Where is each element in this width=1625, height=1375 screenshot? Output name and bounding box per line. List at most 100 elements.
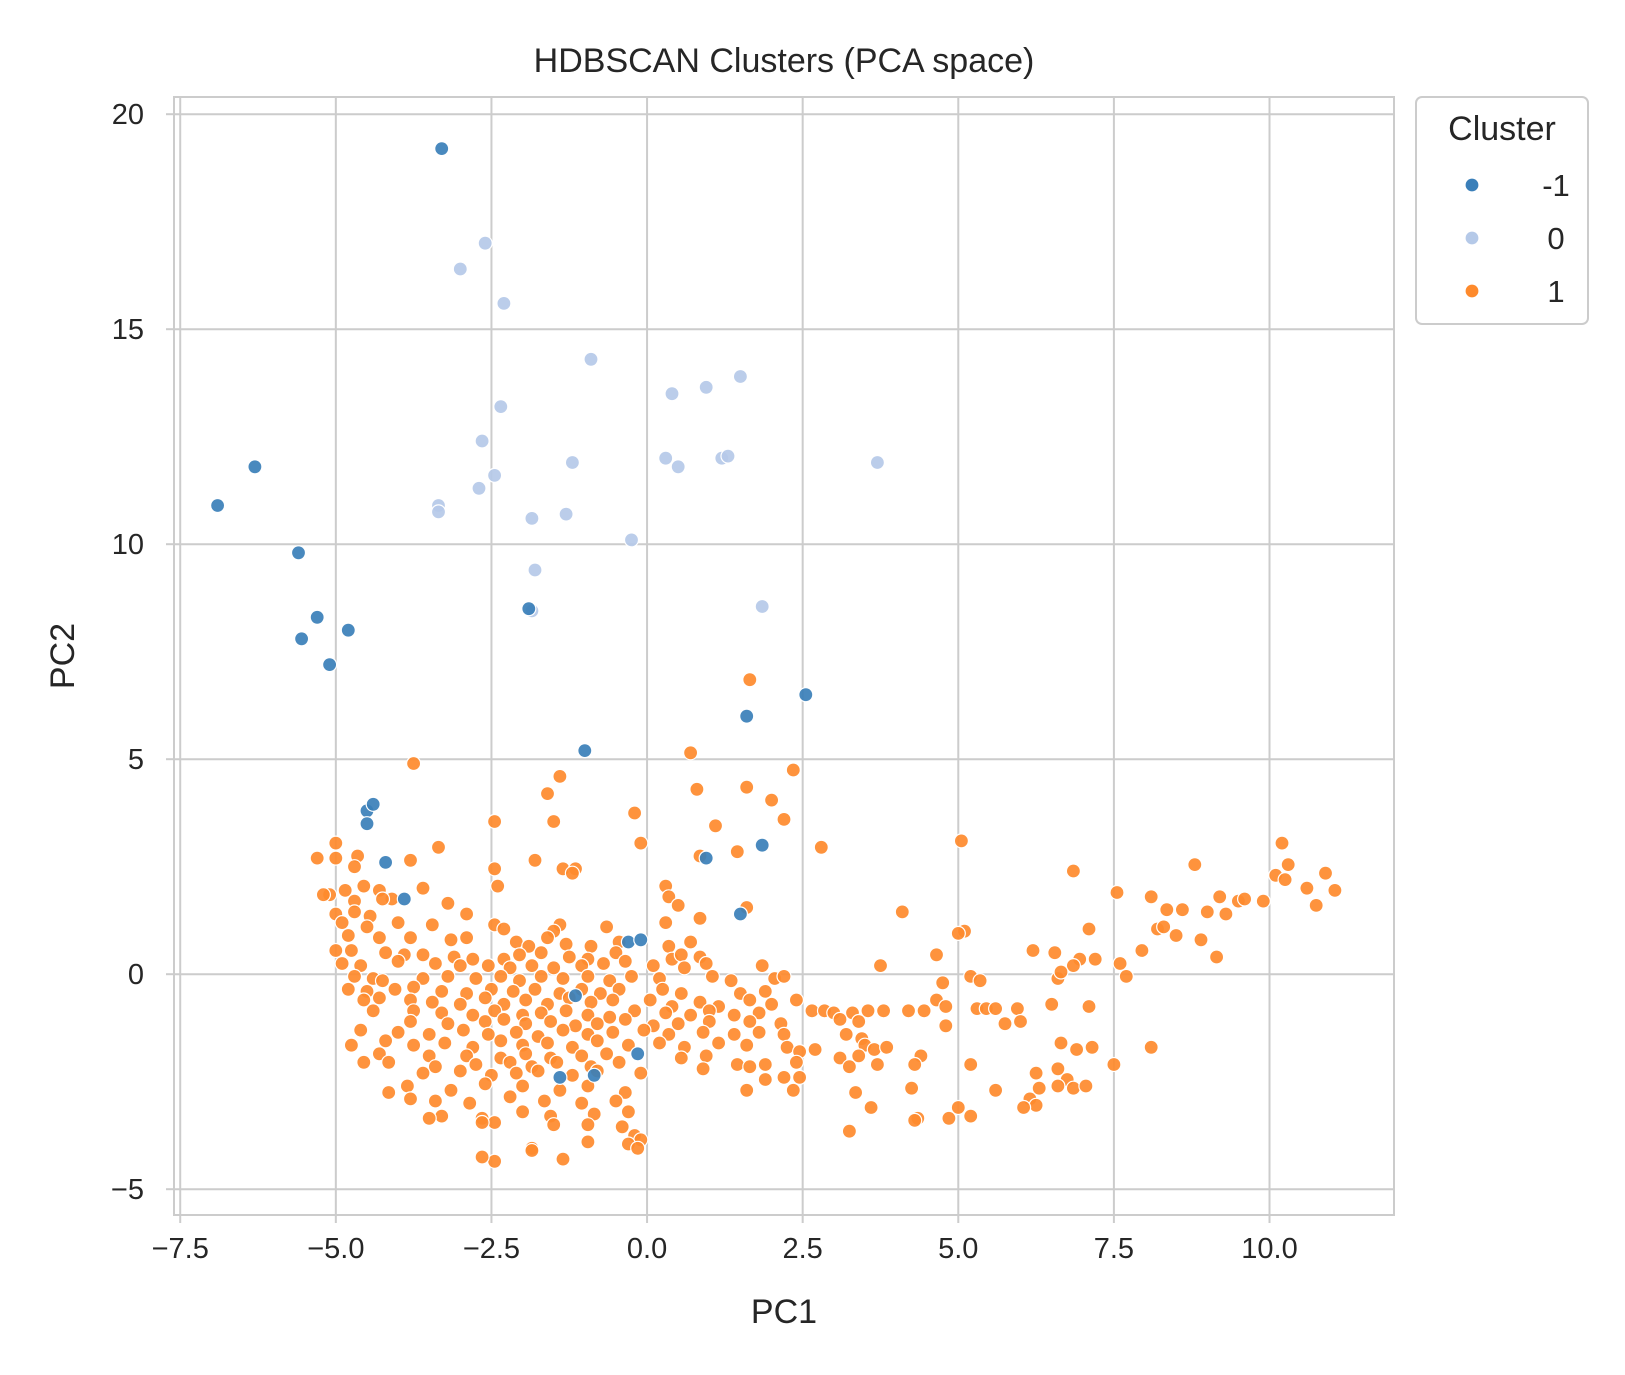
point-cluster-1	[642, 992, 658, 1008]
point-cluster-1	[374, 973, 391, 989]
point-cluster-1	[402, 930, 419, 946]
point-cluster-1	[583, 994, 599, 1010]
point-cluster-1	[1193, 932, 1209, 948]
point-cluster-1	[788, 992, 805, 1008]
point-cluster-1	[963, 1056, 979, 1073]
point-cluster-1	[555, 1151, 571, 1167]
legend-items: -1 0 1	[1464, 168, 1570, 309]
point-cluster-1	[430, 839, 447, 855]
point-cluster-1	[987, 1082, 1004, 1098]
point-cluster-1	[477, 990, 493, 1006]
point-cluster-1	[502, 1089, 518, 1105]
point-cluster-1	[763, 996, 780, 1012]
point-cluster--1	[309, 609, 325, 625]
point-cluster-0	[720, 448, 736, 464]
point-cluster-1	[328, 835, 344, 851]
point-cluster-1	[402, 1013, 419, 1030]
y-tick-label: 5	[128, 744, 144, 776]
point-cluster-1	[1065, 863, 1082, 879]
point-cluster-1	[381, 1054, 397, 1070]
point-cluster-1	[620, 1037, 637, 1053]
point-cluster-1	[1084, 1039, 1100, 1055]
point-cluster-1	[1208, 949, 1225, 965]
point-cluster-0	[452, 261, 468, 277]
point-cluster-1	[645, 957, 661, 974]
point-cluster-1	[1047, 945, 1063, 961]
point-cluster-1	[907, 1056, 923, 1073]
point-cluster--1	[732, 906, 749, 922]
point-cluster--1	[247, 459, 263, 475]
point-cluster--1	[552, 1069, 568, 1086]
point-cluster-1	[427, 1059, 443, 1075]
point-cluster-1	[474, 1114, 490, 1131]
x-tick-label: −2.5	[463, 1233, 520, 1265]
point-cluster-1	[742, 672, 758, 688]
point-cluster-1	[480, 957, 496, 974]
point-cluster-1	[371, 930, 387, 946]
point-cluster-1	[751, 1005, 767, 1021]
point-cluster-1	[365, 1003, 381, 1019]
point-cluster--1	[633, 932, 649, 948]
point-cluster-1	[427, 955, 443, 972]
point-cluster-1	[474, 1149, 490, 1165]
point-cluster-1	[567, 1018, 584, 1034]
x-axis-ticks: −7.5 −5.0 −2.5 0.0 2.5 5.0 7.5 10.0	[152, 1215, 1298, 1265]
point-cluster-1	[477, 1076, 493, 1092]
point-cluster-1	[378, 1033, 394, 1049]
point-cluster-1	[440, 895, 456, 911]
x-axis-title: PC1	[751, 1293, 817, 1331]
point-cluster-1	[605, 1024, 621, 1040]
point-cluster-1	[739, 1037, 755, 1053]
point-cluster-1	[487, 1003, 503, 1019]
point-cluster-1	[673, 1050, 689, 1066]
point-cluster-1	[900, 1003, 917, 1019]
point-cluster-1	[623, 968, 640, 985]
point-cluster-1	[879, 1039, 895, 1055]
point-cluster-0	[527, 562, 543, 578]
point-cluster-1	[415, 1065, 431, 1081]
point-cluster-1	[595, 955, 612, 972]
point-cluster-1	[785, 1082, 801, 1098]
point-cluster-1	[1044, 996, 1060, 1012]
point-cluster-1	[487, 1153, 503, 1169]
point-cluster-1	[742, 992, 758, 1008]
point-cluster-1	[763, 792, 780, 808]
point-cluster-1	[374, 891, 391, 907]
point-cluster-1	[1134, 942, 1150, 959]
point-cluster-1	[617, 953, 633, 969]
point-cluster-1	[443, 1082, 459, 1098]
point-cluster-1	[1280, 856, 1296, 873]
point-cluster-1	[546, 960, 562, 976]
point-cluster-1	[633, 1065, 649, 1081]
point-cluster--1	[396, 891, 412, 907]
point-cluster-1	[459, 1048, 475, 1064]
point-cluster-1	[564, 1067, 581, 1083]
point-cluster-1	[1327, 882, 1343, 899]
point-cluster-1	[673, 947, 689, 963]
point-cluster-1	[477, 1013, 493, 1030]
point-cluster-1	[421, 1110, 437, 1126]
point-cluster-1	[1156, 919, 1172, 935]
point-cluster-1	[1299, 880, 1315, 896]
point-cluster--1	[294, 631, 310, 647]
point-cluster-1	[390, 1024, 406, 1040]
point-cluster-1	[580, 1134, 596, 1150]
point-cluster-1	[698, 955, 714, 972]
point-cluster-1	[776, 1069, 792, 1086]
point-cluster-1	[381, 1084, 397, 1101]
x-tick-label: 2.5	[783, 1233, 823, 1265]
point-cluster-1	[1236, 891, 1253, 907]
point-cluster--1	[798, 687, 814, 703]
point-cluster-1	[378, 945, 394, 961]
point-cluster--1	[577, 742, 593, 759]
point-cluster-1	[592, 985, 609, 1002]
y-tick-label: 15	[112, 314, 144, 346]
point-cluster-1	[1078, 1078, 1094, 1094]
point-cluster-1	[729, 1056, 745, 1073]
point-cluster-1	[1106, 1056, 1122, 1073]
point-cluster-1	[620, 1104, 637, 1120]
point-cluster-1	[496, 921, 512, 937]
point-cluster-1	[462, 1095, 478, 1111]
point-cluster--1	[210, 497, 226, 514]
data-points	[210, 141, 1343, 1169]
